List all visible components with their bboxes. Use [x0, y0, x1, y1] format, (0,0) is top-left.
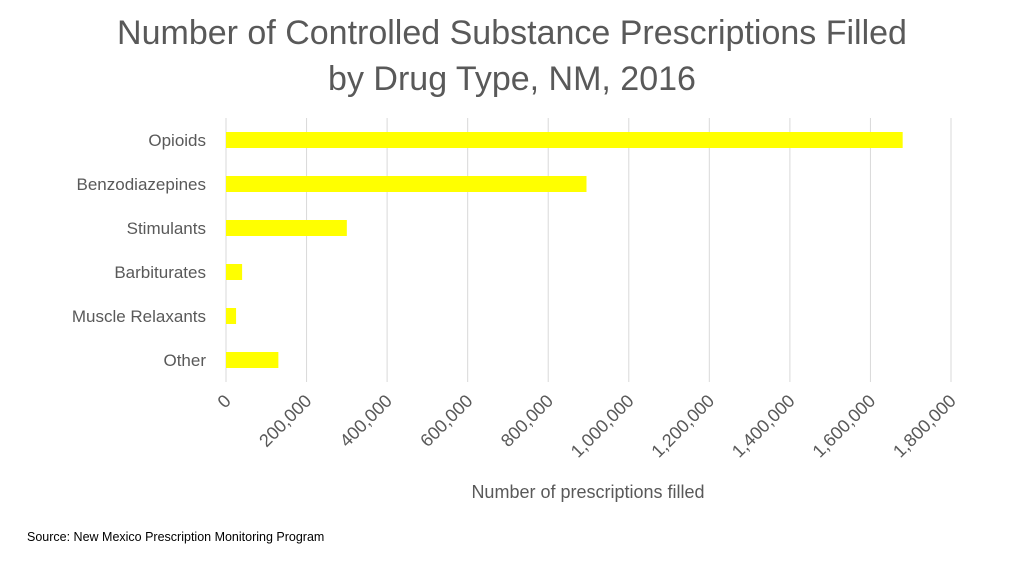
- chart-title-line-2: by Drug Type, NM, 2016: [328, 60, 696, 98]
- x-tick-label: 0: [214, 391, 235, 412]
- x-tick-label: 600,000: [416, 391, 476, 451]
- category-labels: Opioids Benzodiazepines Stimulants Barbitur…: [72, 131, 206, 370]
- x-tick-label: 1,800,000: [889, 391, 960, 462]
- x-tick-label: 1,000,000: [567, 391, 638, 462]
- bar-opioids: [226, 132, 903, 148]
- x-tick-label: 1,200,000: [647, 391, 718, 462]
- gridlines: [225, 118, 952, 382]
- bar-stimulants: [226, 220, 347, 236]
- category-label: Barbiturates: [114, 263, 206, 282]
- category-label: Stimulants: [127, 219, 206, 238]
- category-label: Muscle Relaxants: [72, 307, 206, 326]
- bar-benzodiazepines: [226, 176, 587, 192]
- category-label: Benzodiazepines: [77, 175, 206, 194]
- source-note: Source: New Mexico Prescription Monitori…: [27, 530, 325, 544]
- bar-muscle-relaxants: [226, 308, 237, 324]
- x-tick-label: 1,600,000: [809, 391, 880, 462]
- chart-title: Number of Controlled Substance Prescript…: [0, 10, 1024, 102]
- category-label: Opioids: [148, 131, 206, 150]
- bar-other: [226, 352, 279, 368]
- x-tick-label: 400,000: [336, 391, 396, 451]
- x-axis-title: Number of prescriptions filled: [471, 482, 704, 502]
- bar-barbiturates: [226, 264, 243, 280]
- x-tick-label: 200,000: [255, 391, 315, 451]
- x-tick-label: 1,400,000: [728, 391, 799, 462]
- x-tick-label: 800,000: [497, 391, 557, 451]
- bars: [226, 132, 903, 368]
- x-tick-labels: 0 200,000 400,000 600,000 800,000 1,000,000 1,…: [214, 391, 960, 462]
- chart-title-line-1: Number of Controlled Substance Prescript…: [117, 14, 907, 52]
- category-label: Other: [163, 351, 206, 370]
